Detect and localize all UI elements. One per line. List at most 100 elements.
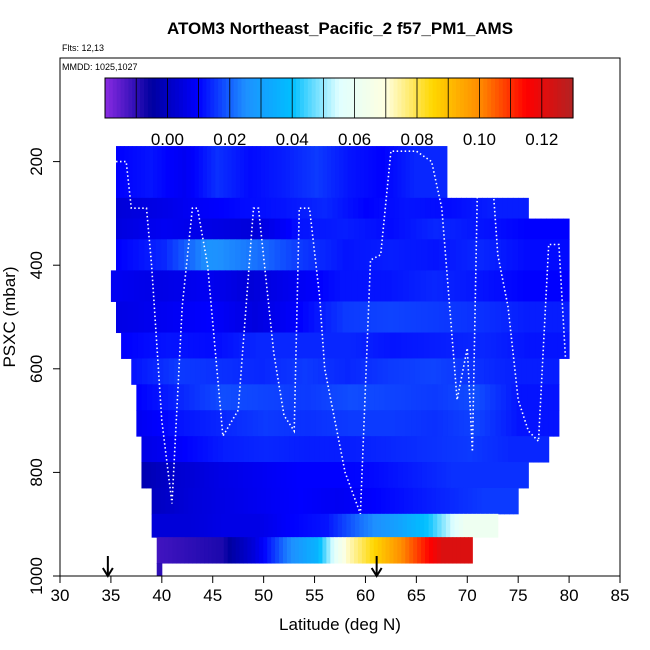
heatmap-cell (421, 218, 428, 240)
heatmap-cell (417, 487, 423, 515)
heatmap-cell (149, 146, 154, 199)
heatmap-cell (321, 384, 328, 411)
heatmap-cell (139, 270, 146, 302)
y-tick-label: 200 (27, 147, 46, 175)
heatmap-cell (408, 487, 414, 515)
heatmap-cell (513, 332, 520, 359)
heatmap-cell (234, 487, 240, 515)
heatmap-cell (158, 358, 164, 385)
heatmap-cell (478, 301, 485, 334)
heatmap-cell (259, 537, 264, 564)
heatmap-cell (246, 513, 252, 538)
heatmap-cell (512, 301, 519, 334)
heatmap-cell (380, 487, 386, 515)
heatmap-cell (217, 218, 225, 240)
colorbar-cell (557, 78, 562, 118)
heatmap-cell (372, 513, 378, 538)
heatmap-cell (217, 239, 225, 271)
colorbar-cell (237, 78, 243, 118)
heatmap-cell (177, 436, 183, 463)
heatmap-cell (384, 384, 391, 411)
heatmap-cell (414, 197, 421, 220)
heatmap-cell (436, 537, 442, 564)
heatmap-cell (252, 384, 259, 411)
heatmap-cell (338, 537, 343, 564)
heatmap-cell (407, 462, 413, 489)
heatmap-cell (294, 537, 300, 564)
heatmap-cell (331, 239, 338, 271)
heatmap-cell (481, 197, 488, 220)
heatmap-cell (467, 513, 473, 538)
heatmap-cell (448, 537, 454, 564)
colorbar-cell (491, 78, 496, 118)
colorbar-cell (183, 78, 188, 118)
heatmap-cell (424, 513, 430, 538)
heatmap-cell (377, 537, 383, 564)
heatmap-cell (183, 384, 190, 411)
heatmap-cell (380, 513, 386, 538)
heatmap-cell (289, 332, 296, 359)
heatmap-cell (283, 332, 290, 359)
heatmap-cell (490, 384, 497, 411)
colorbar-cell (456, 78, 461, 118)
heatmap-cell (425, 197, 431, 220)
heatmap-cell (380, 270, 387, 302)
heatmap-cell (506, 239, 513, 271)
heatmap-cell (211, 358, 218, 385)
heatmap-cell (233, 436, 239, 463)
heatmap-cell (236, 384, 243, 411)
heatmap-cell (387, 239, 395, 271)
heatmap-cell (316, 487, 322, 515)
colorbar-cell (378, 78, 383, 118)
heatmap-cell (227, 332, 234, 359)
heatmap-cell (523, 270, 530, 302)
heatmap-cell (551, 270, 559, 302)
heatmap-cell (557, 301, 564, 334)
heatmap-cell (406, 513, 412, 538)
heatmap-cell (362, 270, 370, 302)
heatmap-cell (426, 462, 433, 489)
heatmap-cell (285, 218, 293, 240)
heatmap-cell (233, 332, 240, 359)
heatmap-cell (411, 410, 417, 437)
colorbar-cell (362, 78, 367, 118)
heatmap-cell (234, 197, 241, 220)
heatmap-cell (512, 197, 519, 220)
heatmap-cell (412, 332, 419, 359)
heatmap-cell (436, 436, 443, 463)
heatmap-cell (265, 197, 272, 220)
heatmap-cell (215, 146, 220, 199)
heatmap-cell (243, 462, 249, 489)
heatmap-cell (441, 513, 447, 538)
heatmap-cell (416, 239, 423, 271)
heatmap-cell (463, 487, 469, 515)
heatmap-cell (218, 462, 225, 489)
heatmap-cell (247, 487, 253, 515)
heatmap-cell (172, 218, 179, 240)
heatmap-cell (348, 218, 355, 240)
colorbar-cell (140, 78, 145, 118)
heatmap-cell (517, 270, 524, 302)
heatmap-cell (489, 358, 496, 385)
heatmap-cell (219, 270, 226, 302)
heatmap-cell (347, 197, 354, 220)
heatmap-cell (428, 513, 434, 538)
heatmap-cell (452, 537, 458, 564)
colorbar-cell (159, 78, 165, 118)
heatmap-cell (363, 462, 370, 489)
heatmap-cell (229, 218, 236, 240)
heatmap-cell (361, 358, 367, 385)
heatmap-cell (529, 270, 536, 302)
heatmap-cell (509, 487, 515, 515)
heatmap-cell (229, 487, 235, 515)
heatmap-cell (312, 487, 318, 515)
heatmap-cell (410, 239, 417, 271)
heatmap-cell (376, 513, 382, 538)
heatmap-cell (325, 239, 332, 271)
heatmap-cell (200, 537, 205, 564)
heatmap-cell (442, 384, 449, 411)
heatmap-cell (195, 358, 202, 385)
colorbar-cell (479, 78, 484, 118)
heatmap-cell (413, 146, 419, 199)
heatmap-cell (518, 332, 525, 359)
